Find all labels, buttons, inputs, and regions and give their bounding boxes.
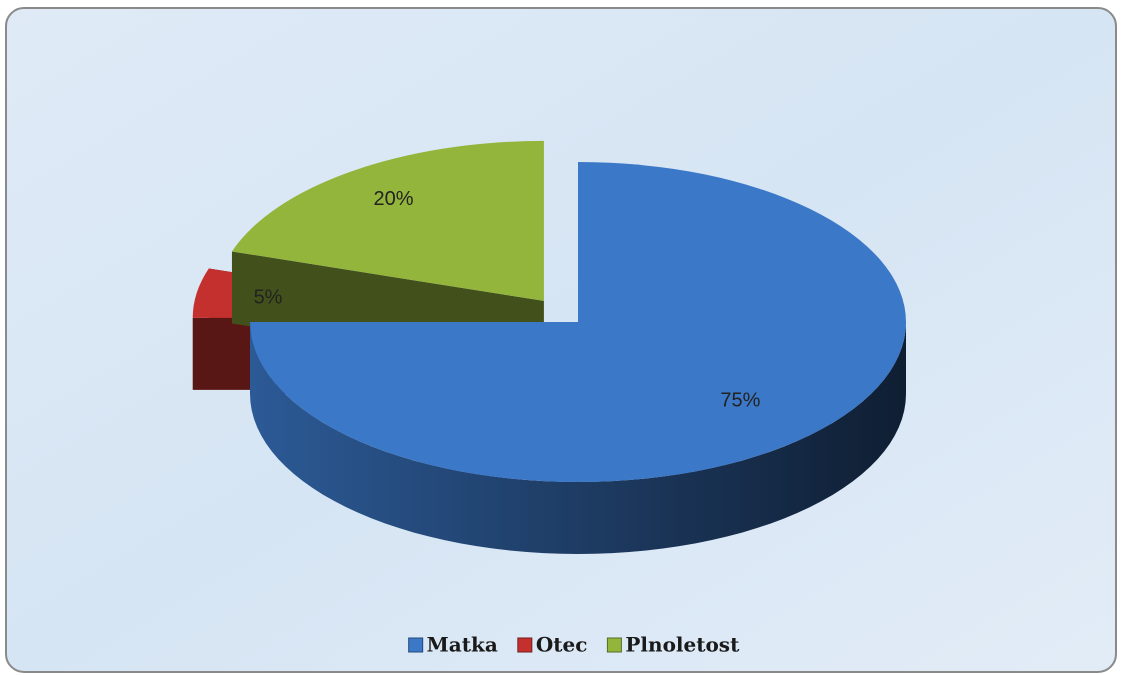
legend-swatch xyxy=(517,637,533,653)
data-label: 75% xyxy=(720,389,760,411)
legend-label: Otec xyxy=(536,633,588,657)
legend-label: Matka xyxy=(427,633,498,657)
legend-label: Plnoletost xyxy=(625,633,740,657)
data-label: 20% xyxy=(374,188,414,210)
legend: Matka Otec Plnoletost xyxy=(408,633,740,657)
slice-top xyxy=(231,140,544,301)
slice xyxy=(250,162,906,554)
legend-swatch xyxy=(606,637,622,653)
legend-swatch xyxy=(408,637,424,653)
slice-wall xyxy=(250,322,906,554)
slice-top xyxy=(250,162,906,482)
data-label: 5% xyxy=(254,287,283,309)
pie: 75% 5% 20% xyxy=(192,140,906,554)
